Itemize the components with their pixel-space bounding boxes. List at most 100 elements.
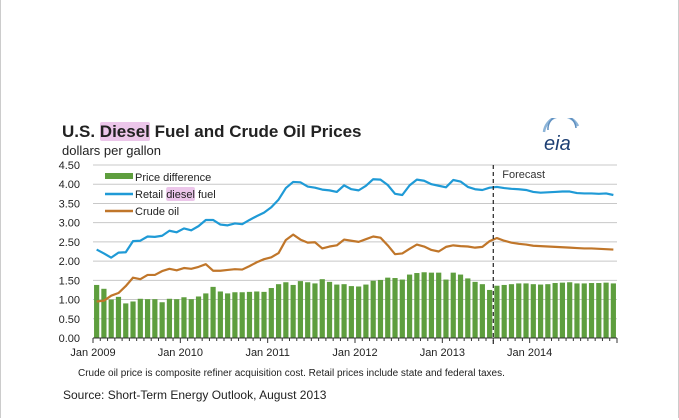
bar xyxy=(508,284,515,338)
legend-label-part: diesel xyxy=(166,189,195,201)
y-tick-label: 0.50 xyxy=(59,314,80,326)
source-note: Source: Short-Term Energy Outlook, Augus… xyxy=(63,388,327,402)
retail-diesel-fuel-line xyxy=(96,178,614,259)
svg-text:eia: eia xyxy=(544,133,571,154)
y-tick-label: 4.50 xyxy=(59,160,80,172)
bar xyxy=(290,284,296,338)
bar xyxy=(450,272,456,338)
bar xyxy=(443,279,449,338)
bar xyxy=(428,272,435,338)
bar xyxy=(392,278,398,338)
bar xyxy=(341,284,347,338)
legend-label-part: Crude oil xyxy=(135,206,179,218)
bar xyxy=(421,272,427,338)
bar xyxy=(283,282,289,338)
bar xyxy=(312,283,318,338)
bar xyxy=(334,284,340,338)
bar xyxy=(297,281,304,338)
bar xyxy=(494,285,500,338)
legend-label: Retail diesel fuel xyxy=(135,189,216,201)
bar xyxy=(457,274,464,338)
crude-oil-line xyxy=(96,233,614,303)
bar xyxy=(144,299,151,338)
bar xyxy=(436,272,442,338)
legend-label: Crude oil xyxy=(135,206,179,218)
title-highlight: Diesel xyxy=(99,122,150,141)
bar xyxy=(159,302,165,338)
bar xyxy=(181,297,187,338)
legend-highlight xyxy=(166,187,195,201)
bar xyxy=(348,286,354,338)
bar xyxy=(567,282,573,338)
title-part: U.S. xyxy=(62,122,100,141)
bar xyxy=(501,284,507,338)
forecast-label: Forecast xyxy=(502,169,545,181)
chart-svg: 0.00 0.50 1.00 1.50 2.00 2.50 3.00 3.50 4.00 4.50… xyxy=(59,160,618,359)
bar xyxy=(166,298,173,338)
bar xyxy=(305,282,311,338)
bar xyxy=(363,284,369,338)
bar xyxy=(406,274,413,338)
chart-subtitle: dollars per gallon xyxy=(62,143,162,158)
bar xyxy=(385,277,391,338)
title-part: Fuel and Crude Oil Prices xyxy=(149,122,362,141)
bar xyxy=(487,289,493,338)
bar xyxy=(552,283,558,338)
bar xyxy=(210,286,216,338)
x-tick-label: Jan 2009 xyxy=(70,347,115,359)
y-tick-label: 0.00 xyxy=(59,333,80,345)
bar xyxy=(465,278,471,338)
bar xyxy=(217,291,223,338)
bar xyxy=(275,284,282,338)
bar xyxy=(370,280,376,338)
x-tick-label: Jan 2012 xyxy=(332,347,377,359)
y-tick-label: 3.00 xyxy=(59,218,80,230)
y-tick-label: 4.00 xyxy=(59,179,80,191)
y-tick-label: 2.50 xyxy=(59,237,80,249)
bar xyxy=(574,283,580,338)
bar xyxy=(130,301,136,338)
legend-label-part: Price difference xyxy=(135,172,211,184)
bar xyxy=(152,299,158,338)
bar xyxy=(254,291,260,338)
bar xyxy=(610,283,616,338)
legend-label-part: Retail xyxy=(135,189,166,201)
bar xyxy=(261,291,267,338)
legend-swatch-bar xyxy=(105,173,133,179)
bar xyxy=(137,298,143,338)
bar xyxy=(108,299,114,338)
y-tick-label: 2.00 xyxy=(59,256,80,268)
eia-logo: eia xyxy=(542,118,580,154)
bar xyxy=(246,291,253,338)
bar xyxy=(326,281,333,338)
bar xyxy=(195,296,202,338)
legend-label: Price difference xyxy=(135,172,211,184)
bar xyxy=(596,283,602,338)
bar xyxy=(377,279,384,338)
bar xyxy=(174,299,180,338)
x-tick-label: Jan 2011 xyxy=(245,347,289,359)
bar xyxy=(239,292,245,338)
footnote: Crude oil price is composite refiner acq… xyxy=(78,368,505,379)
chart-title: U.S. Diesel Fuel and Crude Oil Prices xyxy=(62,122,362,142)
bar xyxy=(559,282,566,338)
bar xyxy=(588,283,595,338)
bar xyxy=(123,303,129,338)
x-tick-label: Jan 2013 xyxy=(420,347,465,359)
bar xyxy=(225,293,231,338)
bar xyxy=(319,279,325,338)
bar xyxy=(268,288,274,338)
y-tick-label: 1.50 xyxy=(59,275,80,287)
bar xyxy=(356,286,362,338)
bar xyxy=(530,284,536,338)
y-tick-label: 3.50 xyxy=(59,198,80,210)
bar xyxy=(203,293,209,338)
bar xyxy=(94,284,100,338)
bar xyxy=(523,283,529,338)
bar xyxy=(472,281,478,338)
bar xyxy=(581,283,587,338)
bar xyxy=(188,299,194,338)
x-tick-label: Jan 2010 xyxy=(158,347,203,359)
bar xyxy=(399,279,405,338)
bar xyxy=(603,282,609,338)
